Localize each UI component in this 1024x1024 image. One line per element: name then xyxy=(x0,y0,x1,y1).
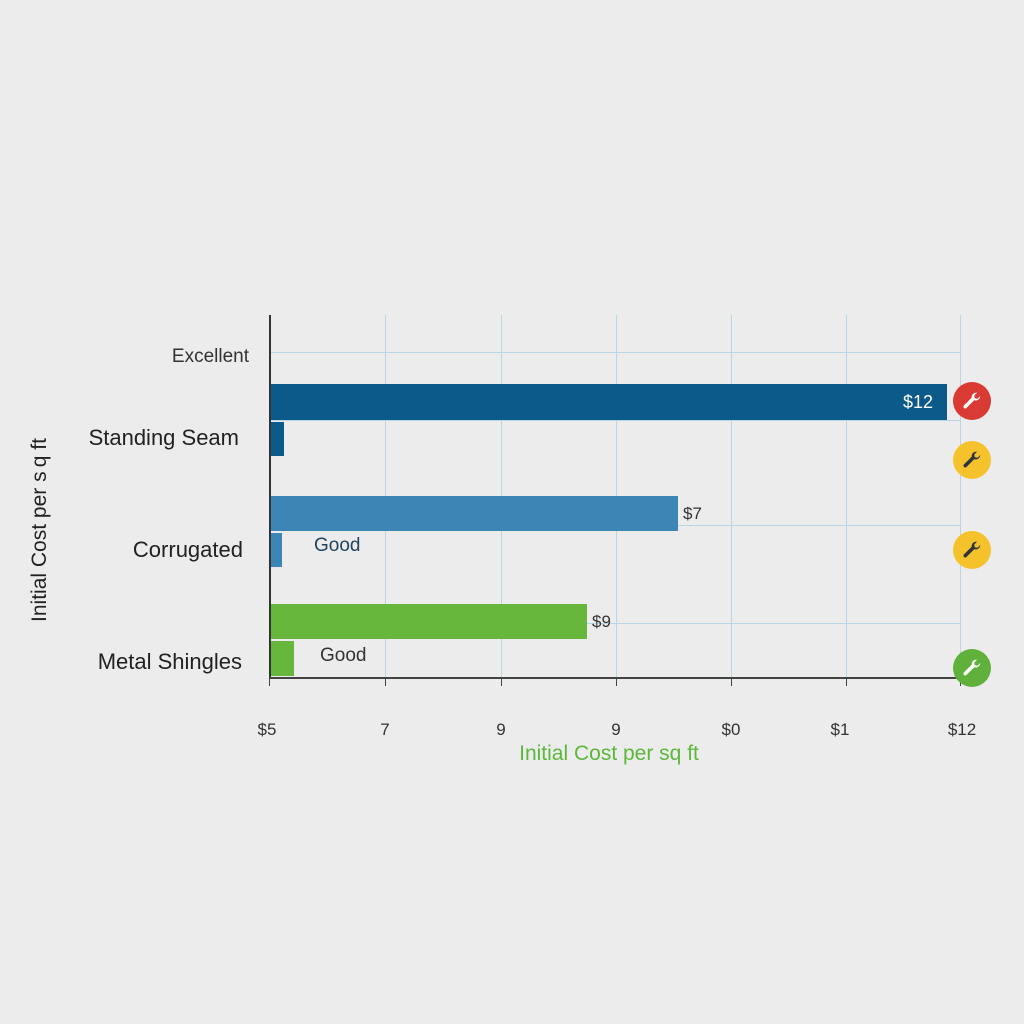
x-tick-label: 9 xyxy=(496,720,506,739)
y-axis-title: Initial Cost per s q ft xyxy=(28,438,51,622)
x-tick xyxy=(616,677,617,686)
bar-corrugated-durability xyxy=(271,533,282,567)
category-label-metal-shingles: Metal Shingles xyxy=(97,649,242,674)
value-label-standing-seam: $12 xyxy=(903,392,934,412)
grid-line xyxy=(846,315,847,678)
grid-line xyxy=(271,352,961,353)
grid-line xyxy=(585,623,961,624)
wrench-icon xyxy=(953,382,991,420)
x-tick-label: 7 xyxy=(380,720,390,739)
bar-metal-shingles-cost xyxy=(271,604,587,639)
x-tick-label: $5 xyxy=(257,720,277,739)
x-tick xyxy=(269,677,270,686)
rating-label-corrugated: Good xyxy=(314,535,361,556)
x-tick-label: $12 xyxy=(947,720,977,739)
x-tick-label: 9 xyxy=(611,720,621,739)
x-tick xyxy=(501,677,502,686)
bar-metal-shingles-durability xyxy=(271,641,294,676)
grid-line xyxy=(731,315,732,678)
x-axis xyxy=(269,677,961,679)
rating-label-metal-shingles: Good xyxy=(320,645,367,666)
x-tick-label: $1 xyxy=(830,720,850,739)
y-axis xyxy=(269,315,271,678)
bar-corrugated-cost xyxy=(271,496,678,531)
value-label-metal-shingles: $9 xyxy=(592,612,611,631)
grid-line xyxy=(960,315,961,678)
x-tick xyxy=(385,677,386,686)
annotation-excellent: Excellent xyxy=(171,346,249,367)
x-axis-title: Initial Cost per sq ft xyxy=(519,742,699,765)
bar-standing-seam-durability xyxy=(271,422,284,456)
grid-line xyxy=(271,420,961,421)
wrench-icon xyxy=(953,649,991,687)
x-tick xyxy=(731,677,732,686)
x-tick-label: $0 xyxy=(721,720,741,739)
value-label-corrugated: $7 xyxy=(683,504,702,523)
wrench-icon xyxy=(953,531,991,569)
x-tick xyxy=(846,677,847,686)
wrench-icon xyxy=(953,441,991,479)
category-label-standing-seam: Standing Seam xyxy=(88,425,239,450)
bar-standing-seam-cost xyxy=(271,384,947,420)
category-label-corrugated: Corrugated xyxy=(132,537,243,562)
